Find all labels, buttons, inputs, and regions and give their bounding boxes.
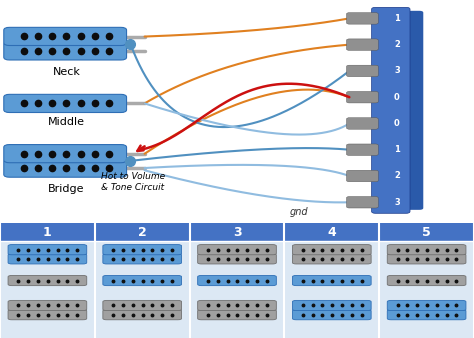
Bar [95, 241, 190, 338]
FancyBboxPatch shape [346, 39, 378, 50]
FancyBboxPatch shape [387, 310, 466, 320]
FancyBboxPatch shape [8, 300, 87, 311]
FancyBboxPatch shape [292, 300, 371, 311]
FancyBboxPatch shape [4, 145, 127, 163]
FancyBboxPatch shape [346, 170, 378, 182]
FancyBboxPatch shape [390, 11, 423, 210]
FancyBboxPatch shape [4, 42, 127, 60]
Bar [284, 223, 379, 241]
Text: 2: 2 [394, 40, 400, 49]
FancyBboxPatch shape [292, 245, 371, 255]
Bar [0, 223, 95, 241]
FancyBboxPatch shape [8, 275, 87, 286]
Bar [379, 223, 474, 241]
FancyBboxPatch shape [292, 275, 371, 286]
FancyBboxPatch shape [198, 310, 276, 320]
FancyBboxPatch shape [103, 275, 182, 286]
FancyBboxPatch shape [292, 310, 371, 320]
FancyBboxPatch shape [346, 118, 378, 129]
Text: Hot to Volume
& Tone Circuit: Hot to Volume & Tone Circuit [100, 172, 165, 192]
FancyBboxPatch shape [372, 7, 410, 213]
Bar [190, 223, 284, 241]
Text: 2: 2 [394, 171, 400, 180]
FancyBboxPatch shape [8, 254, 87, 264]
FancyBboxPatch shape [198, 275, 276, 286]
Text: 2: 2 [138, 226, 146, 239]
FancyBboxPatch shape [103, 310, 182, 320]
Text: 3: 3 [394, 198, 400, 207]
Text: gnd: gnd [289, 207, 308, 217]
Text: 1: 1 [43, 226, 52, 239]
Text: Bridge: Bridge [48, 184, 85, 194]
FancyBboxPatch shape [198, 245, 276, 255]
FancyBboxPatch shape [198, 300, 276, 311]
FancyBboxPatch shape [4, 94, 127, 113]
FancyBboxPatch shape [4, 27, 127, 46]
Bar [95, 223, 190, 241]
FancyBboxPatch shape [346, 65, 378, 77]
Text: 5: 5 [422, 226, 431, 239]
FancyBboxPatch shape [346, 92, 378, 103]
Text: 0: 0 [394, 119, 400, 128]
Text: 1: 1 [394, 145, 400, 154]
Bar [284, 241, 379, 338]
FancyBboxPatch shape [4, 159, 127, 177]
FancyBboxPatch shape [387, 300, 466, 311]
FancyBboxPatch shape [387, 245, 466, 255]
FancyBboxPatch shape [103, 245, 182, 255]
Bar [0, 241, 95, 338]
FancyBboxPatch shape [292, 254, 371, 264]
FancyBboxPatch shape [103, 254, 182, 264]
FancyBboxPatch shape [346, 196, 378, 208]
Text: Middle: Middle [48, 117, 85, 127]
FancyBboxPatch shape [8, 245, 87, 255]
FancyBboxPatch shape [387, 275, 466, 286]
FancyBboxPatch shape [346, 144, 378, 155]
FancyBboxPatch shape [198, 254, 276, 264]
Text: 1: 1 [394, 14, 400, 23]
Text: 3: 3 [233, 226, 241, 239]
FancyBboxPatch shape [346, 13, 378, 24]
Bar [379, 241, 474, 338]
FancyBboxPatch shape [103, 300, 182, 311]
Text: Neck: Neck [53, 67, 80, 77]
FancyBboxPatch shape [387, 254, 466, 264]
FancyBboxPatch shape [8, 310, 87, 320]
Text: 4: 4 [328, 226, 336, 239]
Text: 3: 3 [394, 67, 400, 75]
Bar [190, 241, 284, 338]
Text: 0: 0 [394, 93, 400, 102]
